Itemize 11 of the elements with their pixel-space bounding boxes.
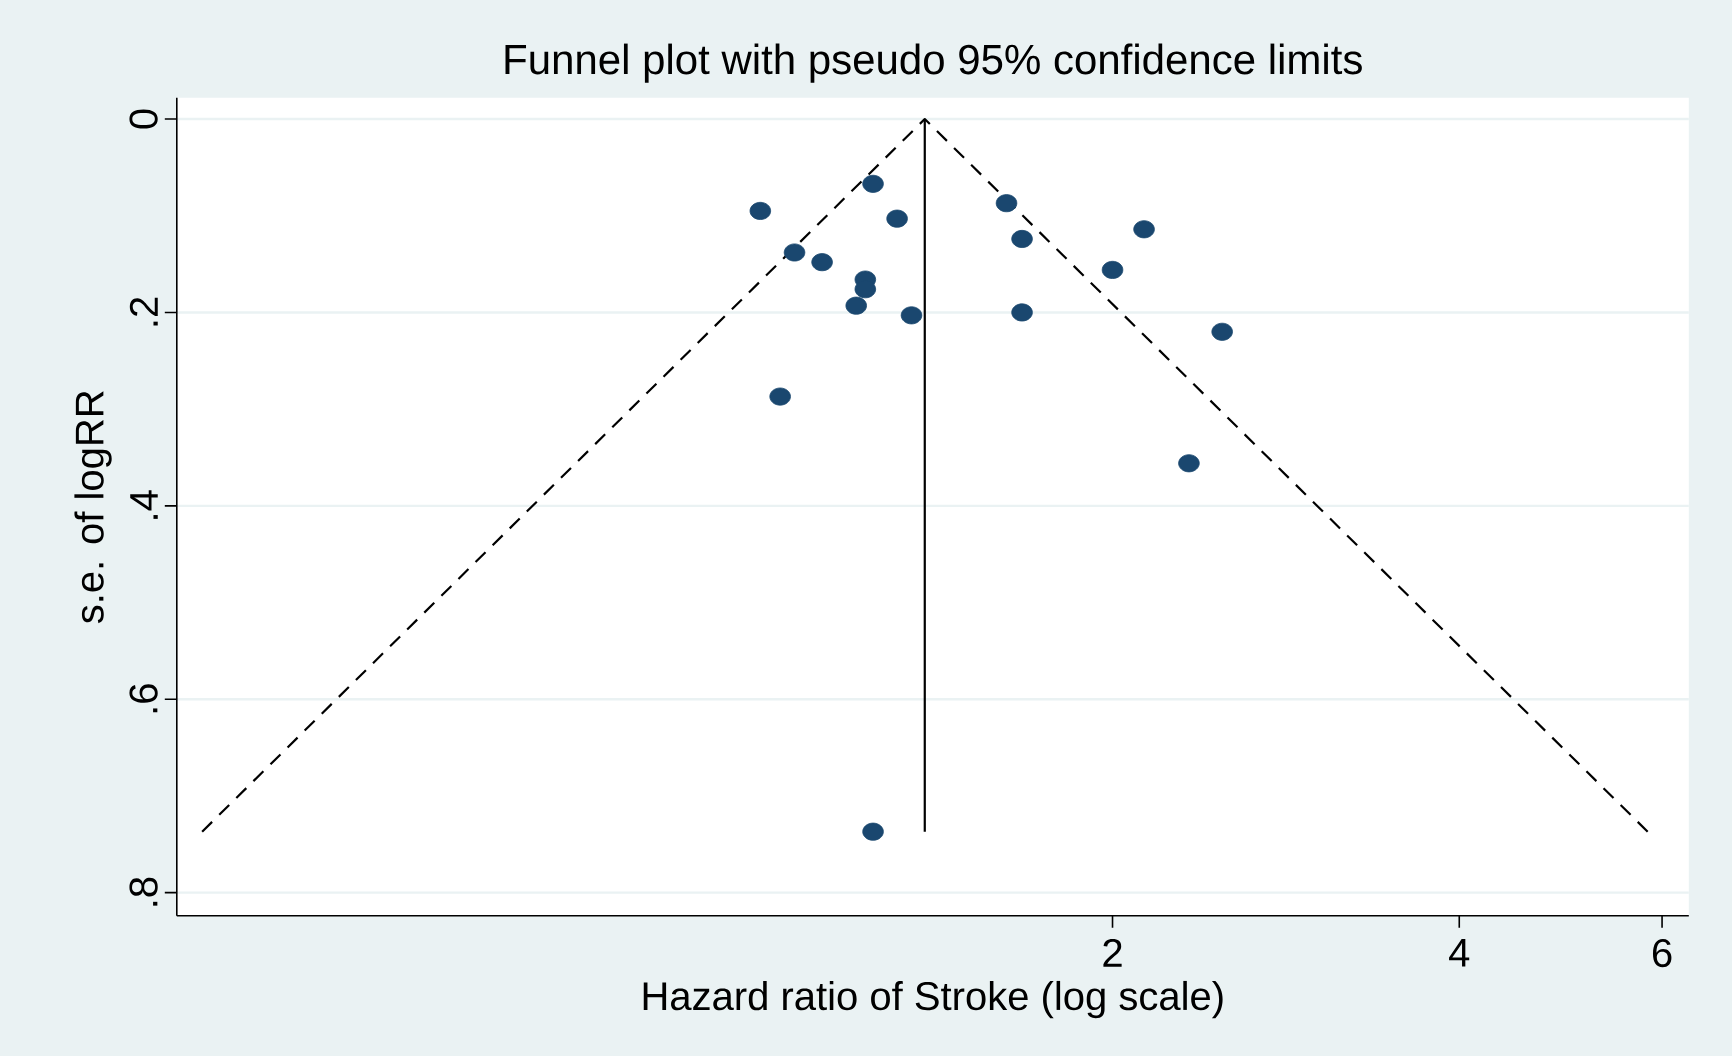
x-tick-label: 2 <box>1103 938 1122 967</box>
y-tick-label: .8 <box>129 877 158 906</box>
y-tick-label: .4 <box>130 490 158 519</box>
y-tick-label: 0 <box>129 109 158 129</box>
chart-title: Funnel plot with pseudo 95% confidence limits <box>505 43 1362 83</box>
x-axis-title: Hazard ratio of Stroke (log scale) <box>643 980 1223 1019</box>
y-tick-label: .2 <box>129 297 158 326</box>
x-tick-label: 4 <box>1449 938 1470 967</box>
y-tick-label: .6 <box>129 684 158 713</box>
x-tick-label: 6 <box>1652 938 1672 968</box>
y-axis-title: s.e. of logRR <box>74 391 112 624</box>
